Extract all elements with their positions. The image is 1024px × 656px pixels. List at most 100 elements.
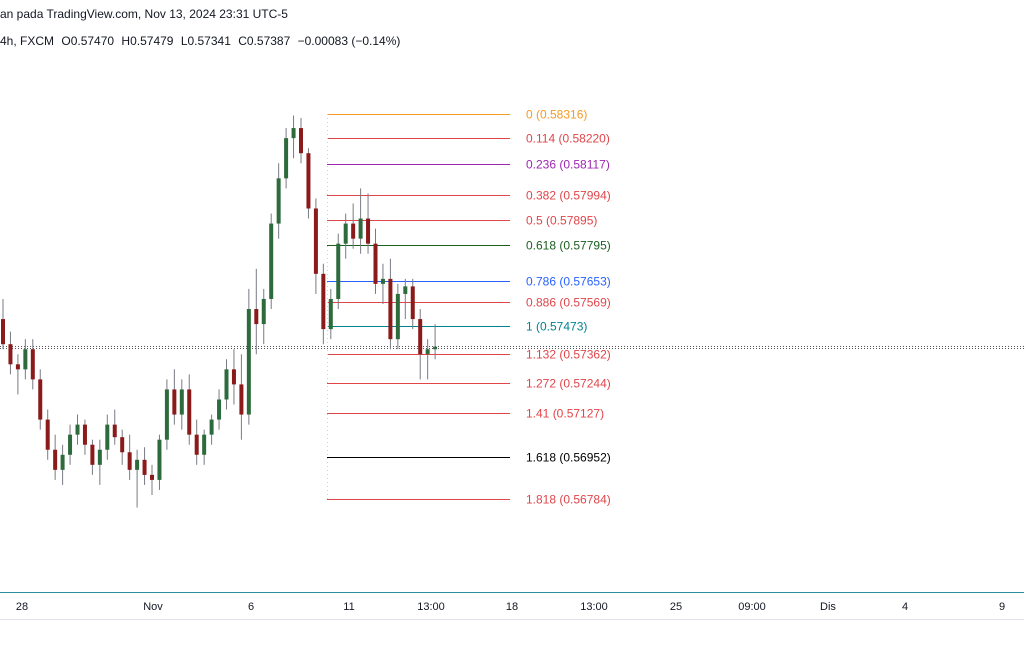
candle-body (284, 138, 289, 179)
candle (328, 288, 333, 340)
fibonacci-retracement[interactable]: 0 (0.58316) 0.114 (0.58220) 0.236 (0.58117… (0, 108, 1024, 507)
ohlc-low: L0.57341 (180, 34, 231, 48)
candle (1, 298, 5, 350)
candle-body (425, 349, 430, 355)
candle (410, 278, 415, 330)
candle-body (150, 474, 154, 480)
ohlc-close: C0.57387 (238, 34, 291, 48)
candle-body (321, 273, 326, 330)
candle (23, 339, 28, 380)
candle-body (45, 419, 50, 450)
candle-body (380, 278, 385, 284)
candle-body (410, 286, 415, 320)
candle (150, 464, 154, 495)
candle-body (23, 349, 28, 370)
candle (112, 409, 117, 445)
candle (97, 439, 102, 485)
candle-body (112, 424, 117, 438)
time-axis-tick-label: 9 (999, 601, 1005, 613)
candle (299, 118, 303, 164)
candle (127, 434, 132, 480)
candle-body (276, 178, 281, 224)
candle-body (231, 369, 236, 385)
candle (224, 359, 229, 410)
symbol-info: 4h, FXCM (0, 34, 55, 48)
candle (254, 268, 259, 355)
fib-level-label: 0 (0.58316) (526, 108, 587, 122)
time-axis-tick-label: 28 (16, 601, 28, 613)
fib-level-label: 1.618 (0.56952) (526, 451, 611, 465)
time-axis-tick-label: 4 (902, 601, 908, 613)
ohlc-legend: 4h, FXCM O0.57470 H0.57479 L0.57341 C0.5… (0, 34, 404, 48)
candle (403, 278, 408, 320)
candle (142, 447, 147, 485)
candle (187, 374, 192, 445)
candle (30, 339, 35, 390)
candle (209, 414, 214, 445)
ohlc-open: O0.57470 (61, 34, 115, 48)
candle (358, 188, 363, 254)
fib-level-label: 1.818 (0.56784) (526, 493, 611, 507)
candle-body (164, 389, 169, 440)
candle-body (157, 439, 162, 480)
candle-body (261, 298, 266, 325)
candle-body (239, 384, 244, 415)
candle (82, 419, 87, 455)
fib-level-label: 1.41 (0.57127) (526, 407, 604, 421)
candle (313, 198, 318, 294)
candle-body (254, 309, 259, 325)
candle (373, 228, 378, 294)
candle-body (142, 459, 147, 475)
candle (395, 283, 400, 350)
candle-body (224, 369, 229, 400)
candle-body (418, 319, 423, 355)
candle (388, 258, 393, 350)
fib-level-label: 1.132 (0.57362) (526, 348, 611, 362)
candle (172, 369, 177, 425)
time-axis-tick-label: 11 (343, 601, 354, 613)
time-axis[interactable]: 28 Nov 6 11 13:00 18 13:00 25 09:00 Dis 4 9 (0, 592, 1024, 620)
candle (179, 379, 184, 430)
candle-body (60, 454, 65, 470)
candle (120, 429, 125, 465)
time-axis-tick-label: 6 (248, 601, 254, 613)
candle-body (82, 424, 87, 445)
time-axis-tick-label: 25 (670, 601, 682, 613)
fib-level-label: 0.236 (0.58117) (526, 158, 610, 172)
candle (276, 163, 281, 239)
candle-body (313, 208, 318, 274)
candle (164, 379, 169, 450)
candle (157, 434, 162, 490)
candle (321, 263, 326, 345)
time-axis-tick-label: 13:00 (417, 601, 445, 613)
candle-body (172, 389, 177, 415)
candle-body (179, 389, 184, 415)
candle (105, 414, 110, 460)
candle-body (1, 319, 5, 345)
candle-body (38, 379, 43, 420)
ohlc-high: H0.57479 (121, 34, 174, 48)
candle-body (90, 444, 95, 465)
fib-level-label: 0.114 (0.58220) (526, 132, 610, 146)
candle (45, 409, 50, 460)
fib-level-label: 0.886 (0.57569) (526, 296, 611, 310)
candle-body (30, 349, 35, 380)
fib-level-label: 0.382 (0.57994) (526, 189, 611, 203)
candle (380, 263, 385, 304)
candle (15, 354, 20, 395)
candle (261, 288, 266, 345)
candle-body (306, 153, 311, 209)
candle-body (291, 128, 296, 139)
candle (90, 439, 95, 475)
candle-body (358, 218, 363, 239)
candle (336, 233, 341, 310)
candle-body (433, 346, 438, 350)
chart-attribution: an pada TradingView.com, Nov 13, 2024 23… (0, 7, 288, 21)
candle (202, 429, 207, 465)
candle (38, 369, 43, 430)
candle (53, 434, 58, 480)
candle (60, 444, 65, 485)
candle-body (194, 434, 199, 455)
candle-body (246, 309, 251, 415)
